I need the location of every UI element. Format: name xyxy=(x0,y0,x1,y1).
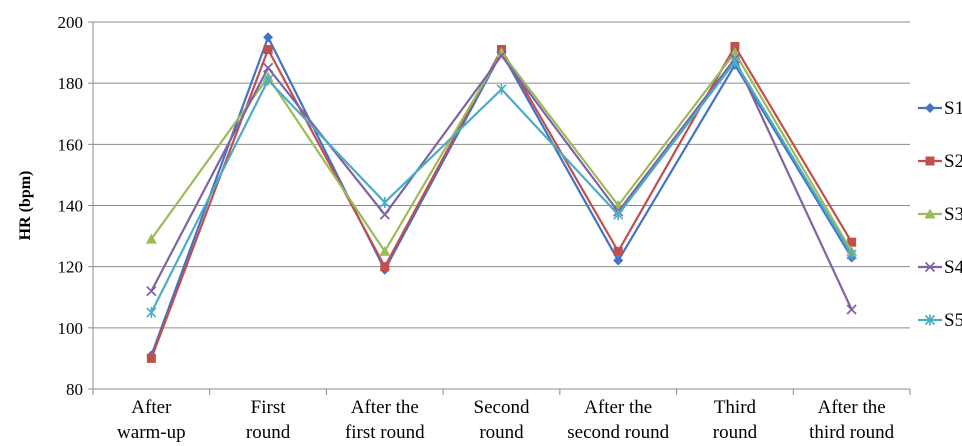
legend-marker xyxy=(925,156,935,166)
gridlines xyxy=(93,21,910,390)
data-point xyxy=(263,45,273,55)
y-tick-label: 180 xyxy=(58,74,84,93)
series-s1 xyxy=(146,32,857,361)
legend-label: S1 xyxy=(944,98,962,119)
x-tick-label: round xyxy=(713,422,758,443)
x-tick-label: Second xyxy=(474,397,530,418)
y-tick-label: 100 xyxy=(58,319,84,338)
data-point xyxy=(379,196,390,208)
legend-item: S1 xyxy=(918,98,962,119)
data-point xyxy=(613,246,623,256)
x-tick-label: round xyxy=(246,422,291,443)
series-s5 xyxy=(146,56,857,319)
data-point xyxy=(730,41,740,51)
x-tick-label: After the xyxy=(818,397,886,418)
y-tick-label: 160 xyxy=(58,135,84,154)
legend-marker xyxy=(924,314,936,326)
series-line xyxy=(150,60,853,314)
x-tick-label: First xyxy=(251,397,287,418)
x-tick-label: After xyxy=(131,397,172,418)
x-tick-label: After the xyxy=(351,397,419,418)
data-point xyxy=(847,237,857,247)
legend-item: S4 xyxy=(918,257,962,278)
legend-label: S5 xyxy=(944,310,962,331)
data-point xyxy=(263,32,274,43)
y-axis: 80 100 120 140 160 180 200 xyxy=(58,13,94,399)
legend-label: S2 xyxy=(944,151,962,172)
legend-label: S3 xyxy=(944,204,962,225)
x-tick-label: After the xyxy=(584,397,652,418)
data-point xyxy=(146,353,156,363)
data-point xyxy=(846,248,857,260)
y-tick-label: 120 xyxy=(58,258,84,277)
data-point xyxy=(263,74,274,86)
data-point xyxy=(146,307,157,319)
data-point xyxy=(379,209,390,220)
data-point xyxy=(846,304,857,315)
series-group xyxy=(145,32,858,363)
data-point xyxy=(613,255,624,266)
data-point xyxy=(262,62,274,74)
x-tick-label: first round xyxy=(345,422,425,443)
x-tick-label: Third xyxy=(714,397,757,418)
data-point xyxy=(380,262,390,272)
legend-item: S2 xyxy=(918,151,962,172)
legend-marker xyxy=(925,103,935,113)
data-point xyxy=(379,245,391,256)
data-point xyxy=(613,209,624,221)
data-point xyxy=(145,233,157,244)
x-axis: After warm-up First round After the first rou… xyxy=(92,388,911,443)
legend-item: S5 xyxy=(918,310,962,331)
legend-item: S3 xyxy=(918,204,962,225)
legend-marker xyxy=(924,261,936,273)
data-point xyxy=(729,56,740,68)
legend: S1 S2 S3 S4 S5 xyxy=(918,98,962,331)
y-tick-label: 80 xyxy=(66,380,83,399)
y-tick-label: 200 xyxy=(58,13,84,32)
x-tick-label: second round xyxy=(567,422,669,443)
legend-label: S4 xyxy=(944,257,962,278)
data-point xyxy=(496,47,507,58)
x-tick-label: third round xyxy=(809,422,894,443)
data-point xyxy=(729,47,741,58)
data-point xyxy=(496,50,507,61)
y-axis-title: HR (bpm) xyxy=(17,171,34,241)
legend-marker xyxy=(924,208,936,219)
data-point xyxy=(496,83,507,95)
x-tick-label: round xyxy=(479,422,524,443)
y-tick-label: 140 xyxy=(58,197,84,216)
data-point xyxy=(146,285,157,297)
x-tick-label: warm-up xyxy=(117,422,186,443)
